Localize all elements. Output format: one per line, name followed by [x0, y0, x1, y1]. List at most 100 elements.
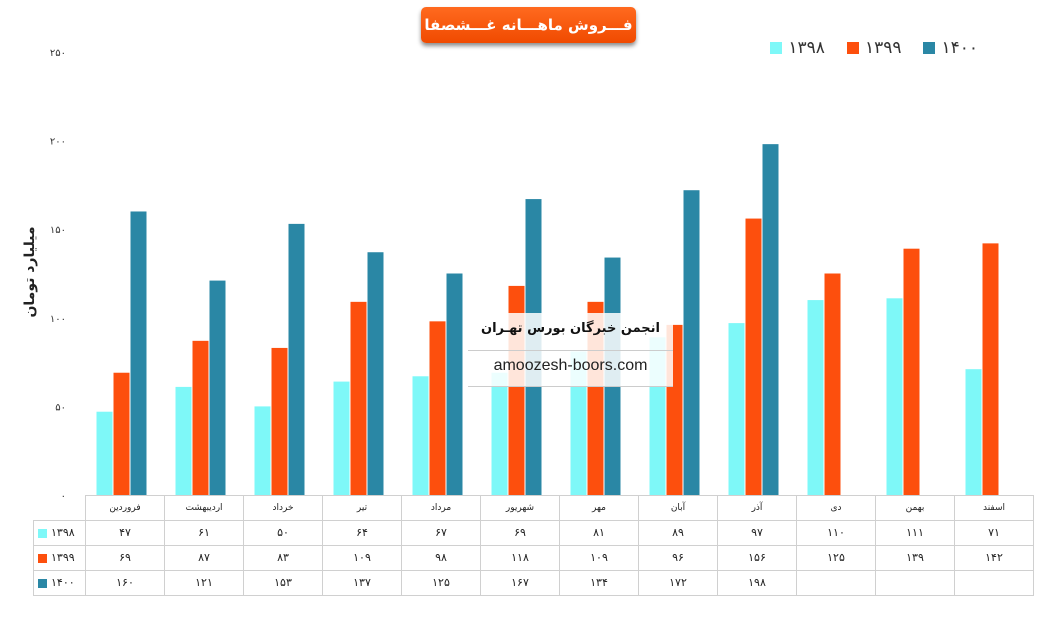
legend-swatch [770, 42, 783, 54]
data-label: ۱۳۴ [559, 569, 639, 596]
bar [367, 252, 384, 495]
bar [446, 273, 463, 495]
x-tick-label: مهر [559, 495, 639, 521]
data-label: ۶۴ [322, 519, 402, 546]
data-label: ۱۰۹ [322, 544, 402, 571]
table-row-header: ۱۳۹۸ [33, 519, 86, 546]
data-label: ۱۴۲ [954, 544, 1034, 571]
bar [824, 273, 841, 495]
table-row-header: ۱۳۹۹ [33, 544, 86, 571]
x-tick-label: شهریور [480, 495, 560, 521]
legend-item: ۱۳۹۸ [770, 38, 825, 58]
legend-item: ۱۴۰۰ [923, 38, 978, 58]
table-legend-swatch [38, 528, 47, 538]
x-tick-label: فروردین [85, 495, 165, 521]
bar [113, 372, 130, 495]
bar [96, 411, 113, 495]
table-corner [34, 496, 86, 521]
table-row-header: ۱۴۰۰ [33, 569, 86, 596]
bar [288, 223, 305, 495]
table-series-name: ۱۳۹۹ [51, 551, 75, 564]
watermark-rule [468, 350, 673, 351]
x-tick-label: مرداد [401, 495, 481, 521]
data-label: ۱۱۱ [875, 519, 955, 546]
bar [412, 376, 429, 495]
table-row: ۱۳۹۸ ۴۷ ۶۱ ۵۰ ۶۴ ۶۷ ۶۹ ۸۱ ۸۹ ۹۷ ۱۱۰ ۱۱۱ ۷۱ [33, 519, 1034, 546]
y-tick-label: ۲۰۰ [50, 137, 66, 148]
x-tick-label: اسفند [954, 495, 1034, 521]
table-series-name: ۱۴۰۰ [51, 576, 75, 589]
data-label: ۱۵۶ [717, 544, 797, 571]
x-tick-label: دی [796, 495, 876, 521]
legend: ۱۳۹۸ ۱۳۹۹ ۱۴۰۰ [770, 38, 978, 58]
bar [965, 369, 982, 495]
data-label: ۸۳ [243, 544, 323, 571]
bar-chart: ۰ ۵۰ ۱۰۰ ۱۵۰ ۲۰۰ ۲۵۰ [50, 48, 999, 500]
data-label: ۱۱۰ [796, 519, 876, 546]
y-tick-label: ۱۵۰ [50, 225, 66, 236]
data-label: ۱۲۵ [796, 544, 876, 571]
y-tick-label: ۲۵۰ [50, 48, 66, 59]
table-row: ۱۴۰۰ ۱۶۰ ۱۲۱ ۱۵۳ ۱۳۷ ۱۲۵ ۱۶۷ ۱۳۴ ۱۷۲ ۱۹۸ [33, 569, 1034, 596]
legend-label: ۱۴۰۰ [941, 38, 978, 58]
data-label: ۱۶۷ [480, 569, 560, 596]
data-label: ۹۷ [717, 519, 797, 546]
x-tick-label: اردیبهشت [164, 495, 244, 521]
data-label [954, 569, 1034, 596]
x-tick-label: آذر [717, 495, 797, 521]
bar [130, 211, 147, 496]
data-label: ۱۰۹ [559, 544, 639, 571]
x-tick-label: بهمن [875, 495, 955, 521]
y-tick-label: ۵۰ [55, 402, 66, 413]
data-label: ۶۷ [401, 519, 481, 546]
legend-item: ۱۳۹۹ [846, 38, 902, 58]
bar [982, 243, 999, 495]
bar [491, 372, 508, 495]
bar [683, 190, 700, 495]
table-series-name: ۱۳۹۸ [51, 526, 75, 539]
chart-title: فـــروش ماهـــانه غـــشصفا [421, 7, 636, 43]
x-tick-label: آبان [638, 495, 718, 521]
data-label: ۱۷۲ [638, 569, 718, 596]
legend-swatch [923, 42, 936, 54]
data-label: ۱۵۳ [243, 569, 323, 596]
data-label: ۸۹ [638, 519, 718, 546]
bar [254, 406, 271, 495]
data-label: ۱۲۵ [401, 569, 481, 596]
data-label: ۱۱۸ [480, 544, 560, 571]
watermark-rule [468, 386, 673, 387]
data-label: ۷۱ [954, 519, 1034, 546]
bar [350, 301, 367, 495]
table-legend-swatch [38, 553, 47, 563]
bar [745, 218, 762, 495]
data-label [875, 569, 955, 596]
table-legend-swatch [38, 578, 47, 588]
data-label: ۱۶۰ [85, 569, 165, 596]
x-tick-label: خرداد [243, 495, 323, 521]
data-label: ۱۲۱ [164, 569, 244, 596]
bar [333, 381, 350, 495]
table-row: ۱۳۹۹ ۶۹ ۸۷ ۸۳ ۱۰۹ ۹۸ ۱۱۸ ۱۰۹ ۹۶ ۱۵۶ ۱۲۵ ۱۳۹ ۱۴۲ [33, 544, 1034, 571]
y-tick-label: ۱۰۰ [50, 314, 66, 325]
bar [886, 298, 903, 495]
bar [209, 280, 226, 495]
bar [762, 144, 779, 496]
y-tick-label: ۰ [61, 491, 66, 500]
data-label: ۵۰ [243, 519, 323, 546]
bar [807, 300, 824, 495]
watermark: انجمن خبرگان بورس تهـران amoozesh-boors.… [468, 313, 673, 387]
data-label: ۴۷ [85, 519, 165, 546]
data-table: فروردین اردیبهشت خرداد تیر مرداد شهریور مهر آبا… [33, 495, 1034, 596]
data-label: ۶۱ [164, 519, 244, 546]
data-label: ۱۹۸ [717, 569, 797, 596]
watermark-url: amoozesh-boors.com [493, 357, 648, 374]
bar [271, 347, 288, 495]
bar [903, 248, 920, 495]
bar [570, 351, 587, 495]
bar [175, 386, 192, 495]
legend-label: ۱۳۹۸ [788, 38, 825, 58]
data-label: ۸۷ [164, 544, 244, 571]
x-tick-label: تیر [322, 495, 402, 521]
bar [429, 321, 446, 495]
legend-label: ۱۳۹۹ [864, 38, 902, 58]
